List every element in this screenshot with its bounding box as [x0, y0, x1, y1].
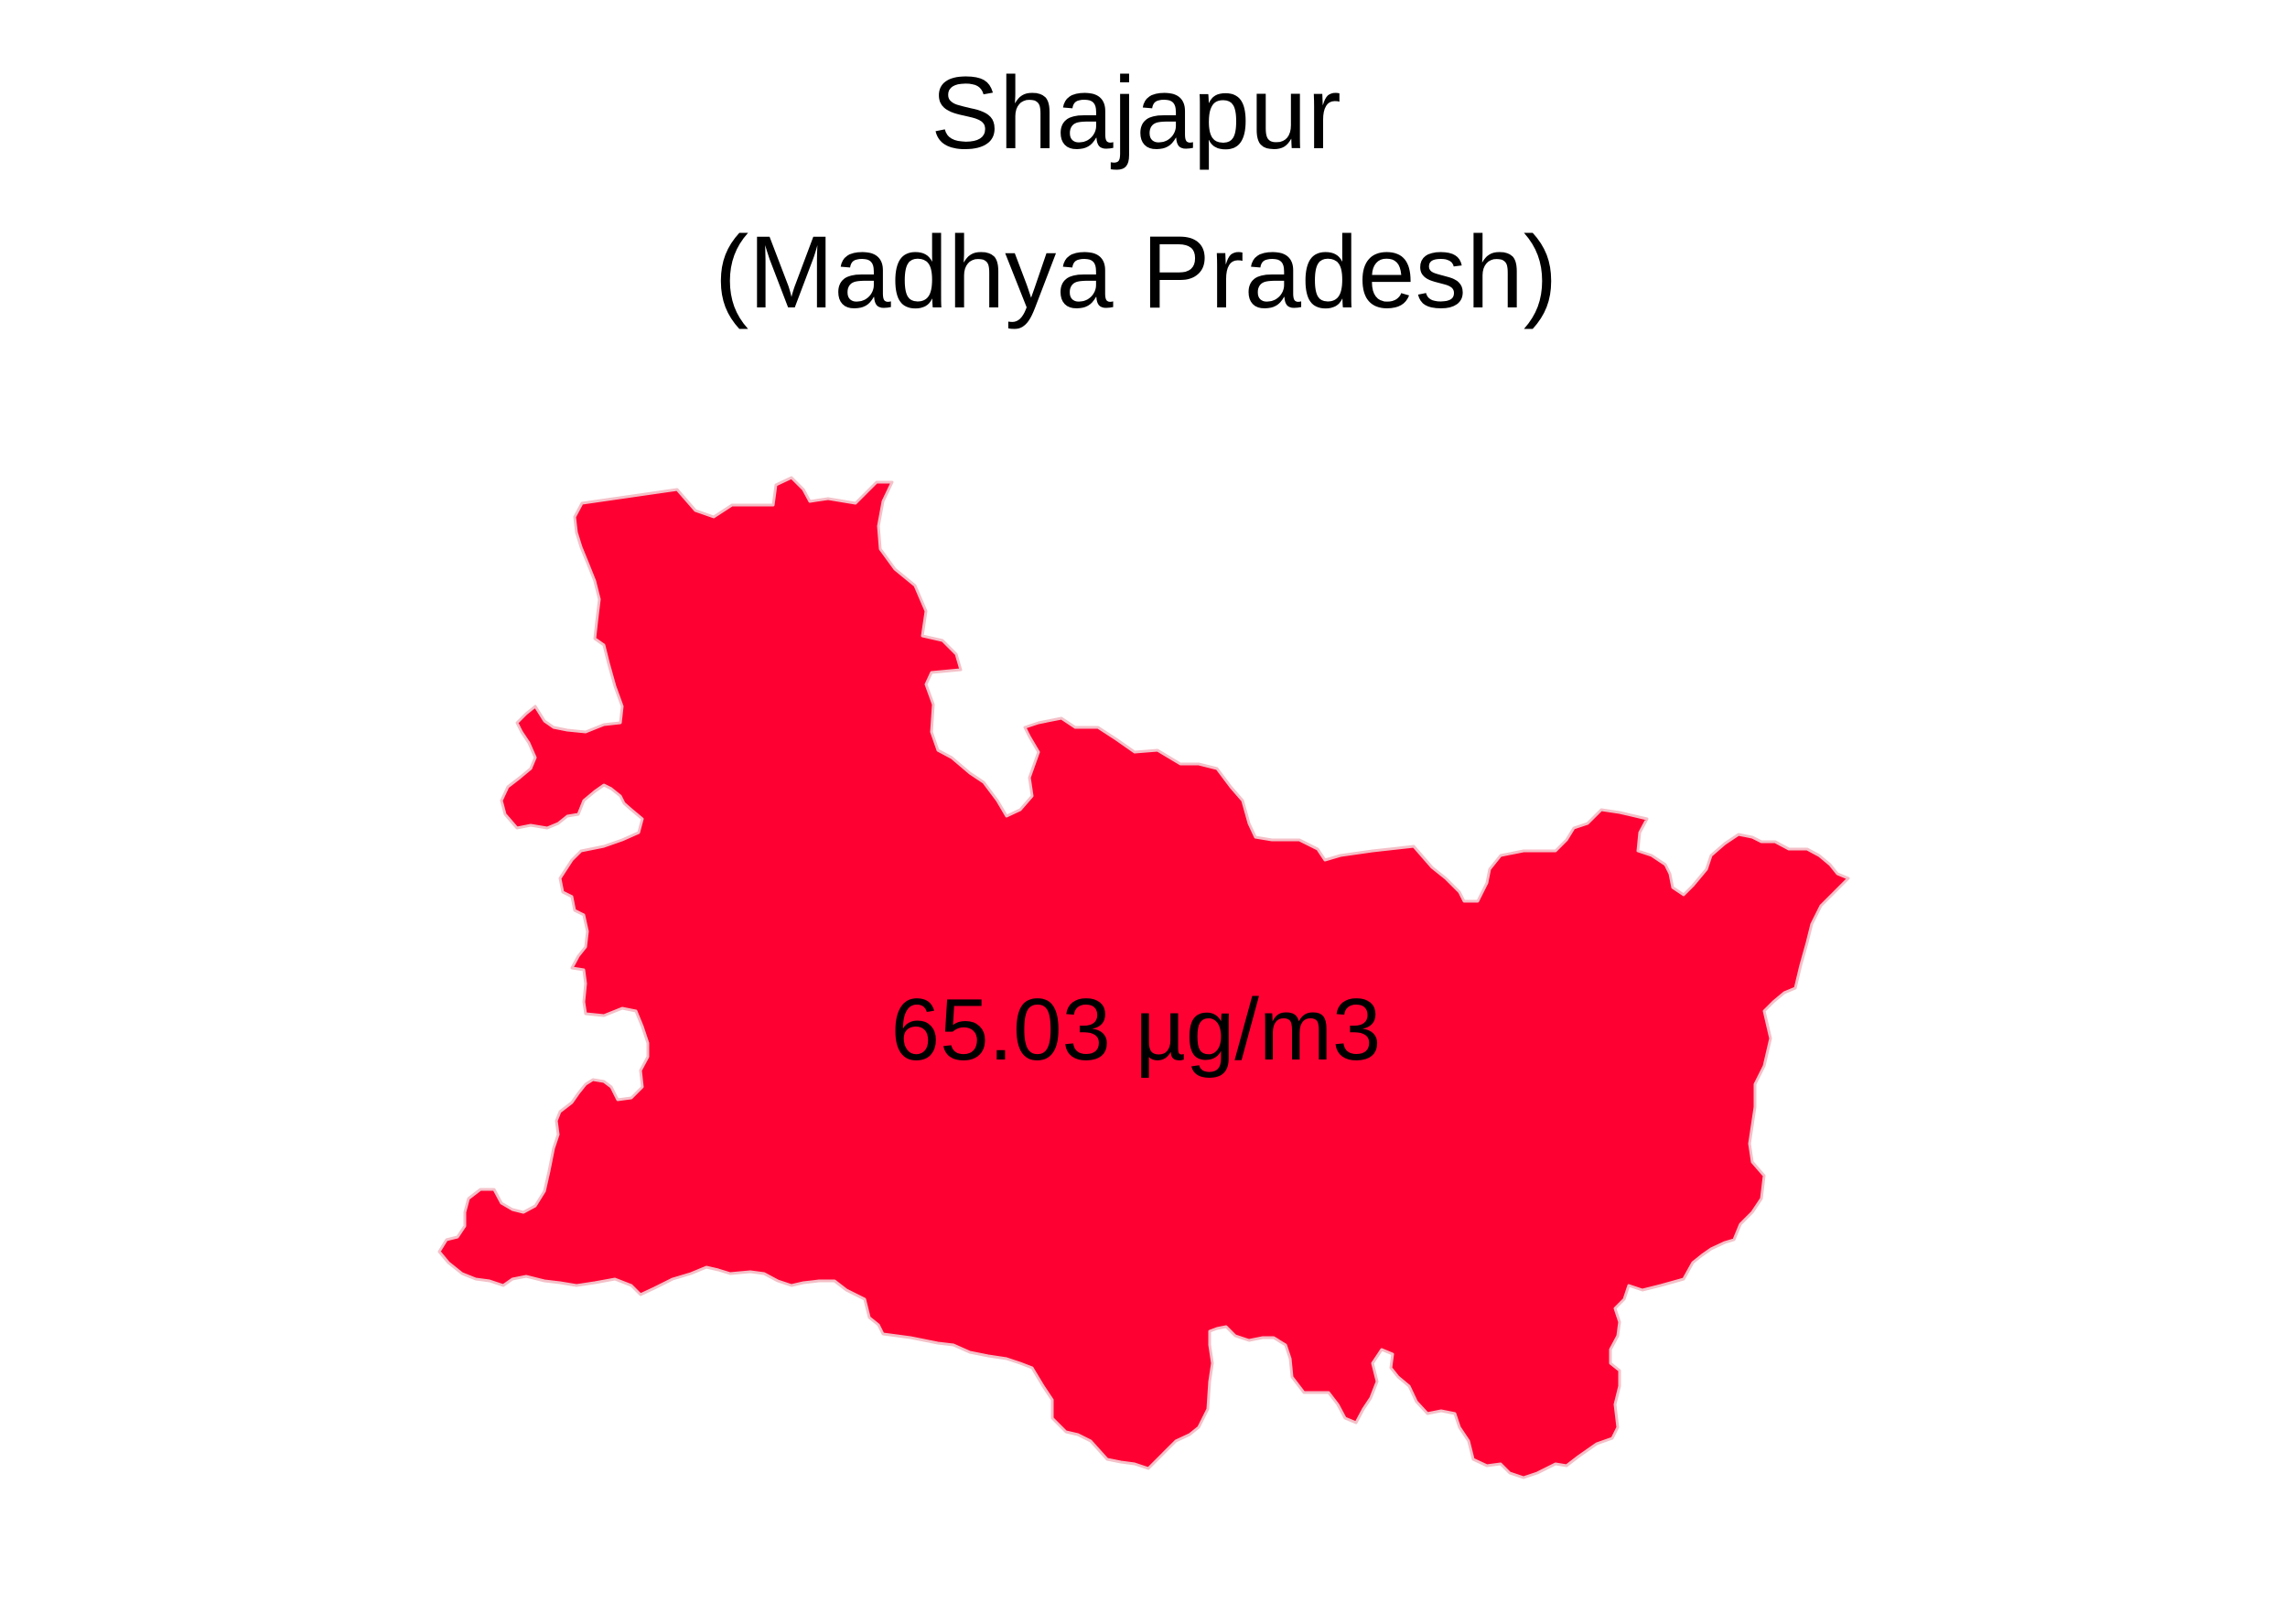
pm25-value-label: 65.03 µg/m3	[890, 981, 1382, 1079]
map-title-district: Shajapur	[931, 56, 1341, 170]
district-region-shajapur	[437, 476, 1850, 1479]
map-title-state: (Madhya Pradesh)	[714, 215, 1558, 329]
